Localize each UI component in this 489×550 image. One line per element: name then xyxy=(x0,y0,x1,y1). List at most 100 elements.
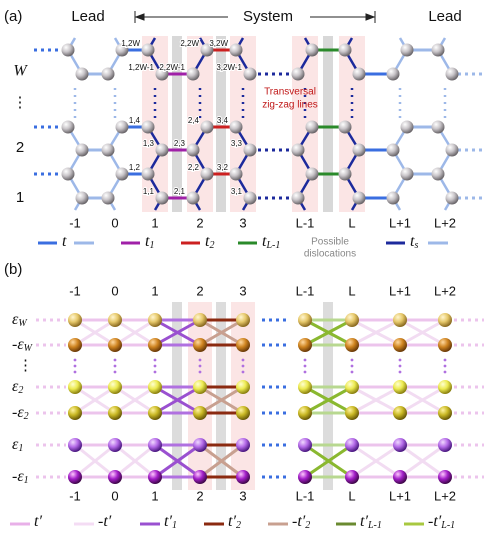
site-label: 1,1 xyxy=(143,187,155,196)
site-label: 2,2W xyxy=(180,39,199,48)
column-label: L-1 xyxy=(296,488,315,503)
row-label: ε1 xyxy=(12,436,23,455)
coupling-cross xyxy=(304,443,353,479)
ellipsis-dot xyxy=(303,358,307,362)
level xyxy=(148,380,162,394)
legend-label-sub: 1 xyxy=(149,240,154,251)
zigzag-band xyxy=(231,302,255,490)
coupling-cross xyxy=(114,385,156,415)
site xyxy=(61,120,75,134)
level xyxy=(193,380,207,394)
lead-label: Lead xyxy=(71,8,104,25)
row-label-sub: W xyxy=(18,318,28,329)
column-label: -1 xyxy=(69,215,81,230)
site-label: 3,2W xyxy=(209,39,228,48)
dislocation-label: Possible xyxy=(311,237,349,248)
ellipsis-dot xyxy=(443,370,447,374)
row-label: 1 xyxy=(16,189,24,206)
level xyxy=(108,470,122,484)
ellipsis-dot xyxy=(153,364,157,368)
legend-label-sub: L-1 xyxy=(440,520,455,531)
dislocation-band xyxy=(216,36,226,212)
lead-label: Lead xyxy=(428,8,461,25)
ellipsis-dot xyxy=(303,370,307,374)
coupling-cross xyxy=(154,385,201,415)
legend-label-sub: 2 xyxy=(236,520,241,531)
row-label: ⋮ xyxy=(18,357,33,374)
column-label: 3 xyxy=(239,215,246,230)
site-label: 2,3 xyxy=(174,139,186,148)
site xyxy=(338,167,352,181)
legend-label: t′L-1 xyxy=(360,513,382,532)
site xyxy=(386,143,400,157)
site xyxy=(352,143,366,157)
site xyxy=(305,167,319,181)
site xyxy=(155,143,169,157)
level xyxy=(438,406,452,420)
legend-label-main: -t′ xyxy=(292,513,306,530)
coupling-cross xyxy=(399,443,446,479)
column-label: L+2 xyxy=(434,283,456,298)
site-label: 1,4 xyxy=(129,116,141,125)
legend-label: t′2 xyxy=(228,513,241,532)
coupling-cross xyxy=(199,385,244,415)
site xyxy=(431,43,445,57)
level xyxy=(345,406,359,420)
row-label-main: -ε xyxy=(12,336,24,353)
level xyxy=(345,438,359,452)
level xyxy=(393,406,407,420)
system-label: System xyxy=(243,8,293,25)
ellipsis-dot xyxy=(398,358,402,362)
column-label: L-1 xyxy=(296,215,315,230)
coupling-cross xyxy=(74,318,116,347)
level xyxy=(438,313,452,327)
row-label-main: ε xyxy=(12,311,19,328)
panel-label: (b) xyxy=(4,261,22,278)
ellipsis-dot xyxy=(350,364,354,368)
ellipsis-dot xyxy=(198,358,202,362)
site-label: 3,2 xyxy=(217,163,229,172)
coupling-cross xyxy=(351,443,401,479)
site xyxy=(291,191,305,205)
column-label: 2 xyxy=(196,215,203,230)
level xyxy=(193,470,207,484)
level xyxy=(438,338,452,352)
coupling-cross xyxy=(74,443,116,479)
legend-label-main: t′ xyxy=(228,513,236,530)
site xyxy=(101,191,115,205)
column-label: L xyxy=(348,283,355,298)
level xyxy=(236,380,250,394)
column-label: L xyxy=(348,488,355,503)
site xyxy=(305,120,319,134)
level xyxy=(393,470,407,484)
level xyxy=(108,406,122,420)
legend-label-main: t xyxy=(62,233,67,250)
level xyxy=(236,338,250,352)
site-label: 1,3 xyxy=(143,139,155,148)
site xyxy=(243,67,257,81)
level xyxy=(148,313,162,327)
site xyxy=(115,120,129,134)
coupling-cross xyxy=(351,385,401,415)
legend-label-sub: 2 xyxy=(209,240,214,251)
site xyxy=(243,191,257,205)
coupling-cross xyxy=(399,318,446,347)
row-label-sub: 2 xyxy=(18,385,23,396)
ellipsis-dot xyxy=(350,358,354,362)
system-arrow xyxy=(134,11,376,23)
row-label-main: -ε xyxy=(12,404,24,421)
row-label-main: ⋮ xyxy=(18,357,33,374)
coupling-cross xyxy=(351,318,401,347)
site-label: 3,4 xyxy=(217,116,229,125)
site xyxy=(445,67,459,81)
column-label: L+2 xyxy=(434,215,456,230)
site xyxy=(305,43,319,57)
annotation: zig-zag lines xyxy=(262,100,318,111)
site xyxy=(338,43,352,57)
site xyxy=(445,191,459,205)
site-label: 1,2W-1 xyxy=(128,63,154,72)
site xyxy=(352,191,366,205)
site-label: 3,3 xyxy=(231,139,243,148)
level xyxy=(298,470,312,484)
row-label-main: ε xyxy=(12,436,19,453)
